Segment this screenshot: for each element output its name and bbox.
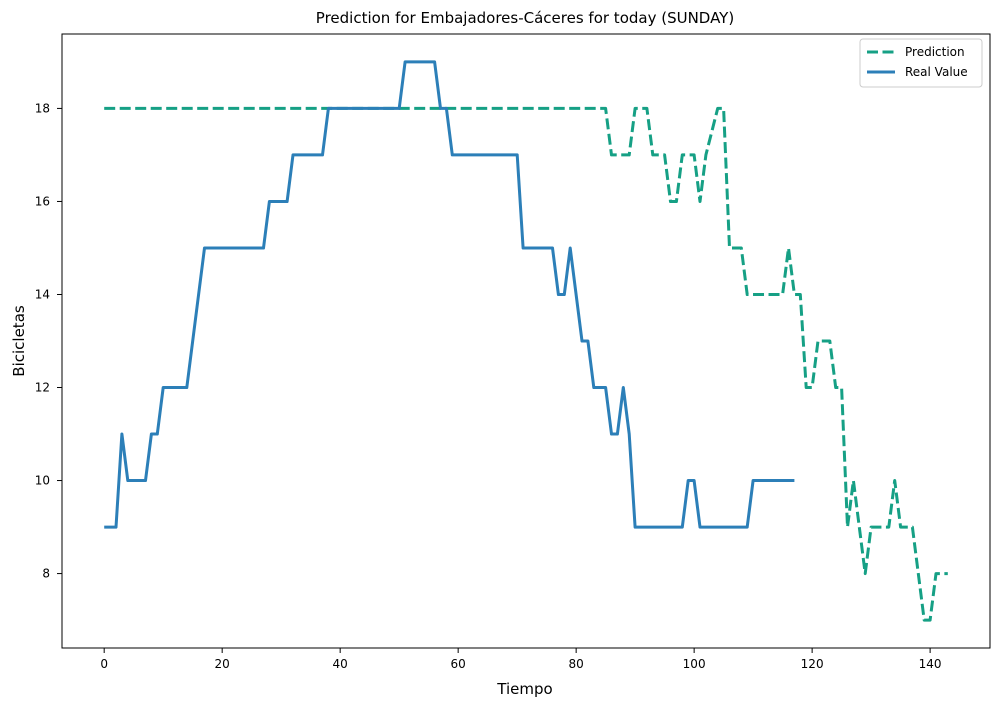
series-layer <box>104 60 948 622</box>
legend-label-prediction: Prediction <box>905 45 965 59</box>
plot-area-frame <box>61 33 991 649</box>
series-line-prediction <box>104 106 948 622</box>
x-tick-label: 40 <box>333 657 348 671</box>
x-tick-label: 20 <box>215 657 230 671</box>
x-axis-ticks: 0 20 40 60 80 100 120 140 <box>100 648 942 671</box>
series-line-real-value <box>104 60 795 529</box>
x-tick-label: 120 <box>801 657 824 671</box>
y-tick-label: 14 <box>35 287 50 301</box>
y-axis-label: Bicicletas <box>10 305 28 377</box>
x-tick-label: 0 <box>100 657 108 671</box>
x-axis-label: Tiempo <box>496 680 552 698</box>
x-tick-label: 140 <box>919 657 942 671</box>
x-tick-label: 80 <box>569 657 584 671</box>
chart-title: Prediction for Embajadores-Cáceres for t… <box>316 9 734 27</box>
legend: Prediction Real Value <box>859 38 983 88</box>
y-tick-label: 16 <box>35 194 50 208</box>
x-tick-label: 60 <box>451 657 466 671</box>
y-tick-label: 18 <box>35 101 50 115</box>
y-tick-label: 12 <box>35 381 50 395</box>
y-axis-ticks: 8 10 12 14 16 18 <box>35 101 62 581</box>
x-tick-label: 100 <box>683 657 706 671</box>
legend-label-real-value: Real Value <box>905 65 968 79</box>
y-tick-label: 10 <box>35 474 50 488</box>
y-tick-label: 8 <box>42 567 50 581</box>
